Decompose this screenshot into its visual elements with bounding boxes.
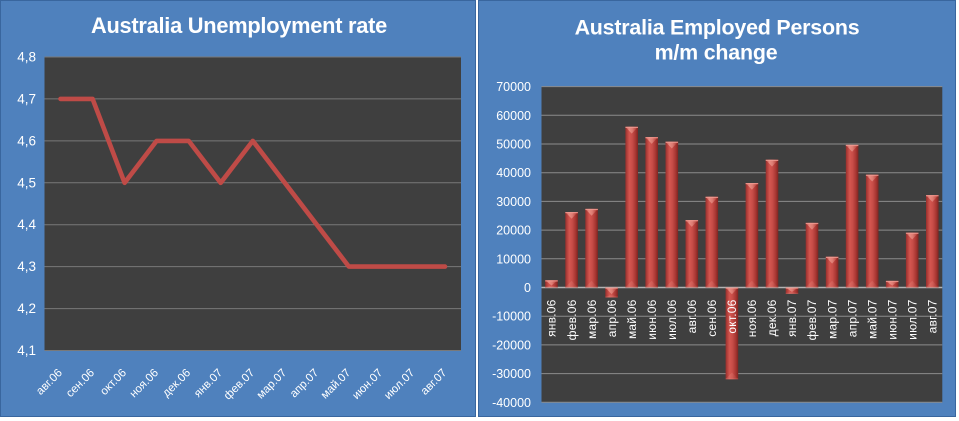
svg-text:янв.07: янв.07 [785, 299, 799, 337]
svg-text:4,4: 4,4 [17, 217, 36, 232]
svg-text:50000: 50000 [496, 138, 531, 152]
svg-text:май.06: май.06 [625, 299, 639, 339]
svg-text:окт.06: окт.06 [725, 299, 739, 333]
svg-text:июл.06: июл.06 [665, 299, 679, 339]
svg-text:апр.07: апр.07 [845, 299, 859, 337]
svg-text:май.07: май.07 [865, 299, 879, 339]
svg-text:-30000: -30000 [492, 367, 531, 381]
svg-text:янв.06: янв.06 [545, 299, 559, 337]
svg-text:4,2: 4,2 [17, 301, 36, 316]
svg-text:дек.06: дек.06 [765, 299, 779, 336]
svg-text:-40000: -40000 [492, 396, 531, 410]
svg-text:ноя.06: ноя.06 [745, 299, 759, 337]
svg-text:июн.07: июн.07 [885, 299, 899, 339]
svg-text:Australia Unemployment rate: Australia Unemployment rate [91, 13, 387, 38]
svg-text:июн.06: июн.06 [645, 299, 659, 339]
svg-text:Australia Employed Persons: Australia Employed Persons [575, 16, 860, 40]
svg-text:-10000: -10000 [492, 310, 531, 324]
svg-text:10000: 10000 [496, 252, 531, 266]
svg-text:4,7: 4,7 [17, 91, 36, 106]
svg-text:4,1: 4,1 [17, 343, 36, 358]
svg-text:4,6: 4,6 [17, 133, 36, 148]
svg-text:60000: 60000 [496, 109, 531, 123]
svg-text:авг.07: авг.07 [926, 299, 940, 333]
svg-text:мар.06: мар.06 [585, 299, 599, 339]
svg-text:20000: 20000 [496, 224, 531, 238]
svg-text:4,3: 4,3 [17, 259, 36, 274]
svg-text:70000: 70000 [496, 80, 531, 94]
svg-text:сен.06: сен.06 [705, 299, 719, 336]
svg-text:фев.07: фев.07 [805, 299, 819, 340]
svg-text:-20000: -20000 [492, 338, 531, 352]
svg-text:0: 0 [524, 281, 531, 295]
svg-text:фев.06: фев.06 [565, 299, 579, 340]
svg-text:4,8: 4,8 [17, 50, 36, 65]
svg-text:июл.07: июл.07 [905, 299, 919, 339]
svg-text:m/m change: m/m change [655, 41, 778, 65]
svg-text:40000: 40000 [496, 166, 531, 180]
svg-text:30000: 30000 [496, 195, 531, 209]
svg-text:авг.06: авг.06 [685, 299, 699, 333]
svg-text:апр.06: апр.06 [605, 299, 619, 337]
svg-text:4,5: 4,5 [17, 175, 36, 190]
svg-text:мар.07: мар.07 [825, 299, 839, 339]
